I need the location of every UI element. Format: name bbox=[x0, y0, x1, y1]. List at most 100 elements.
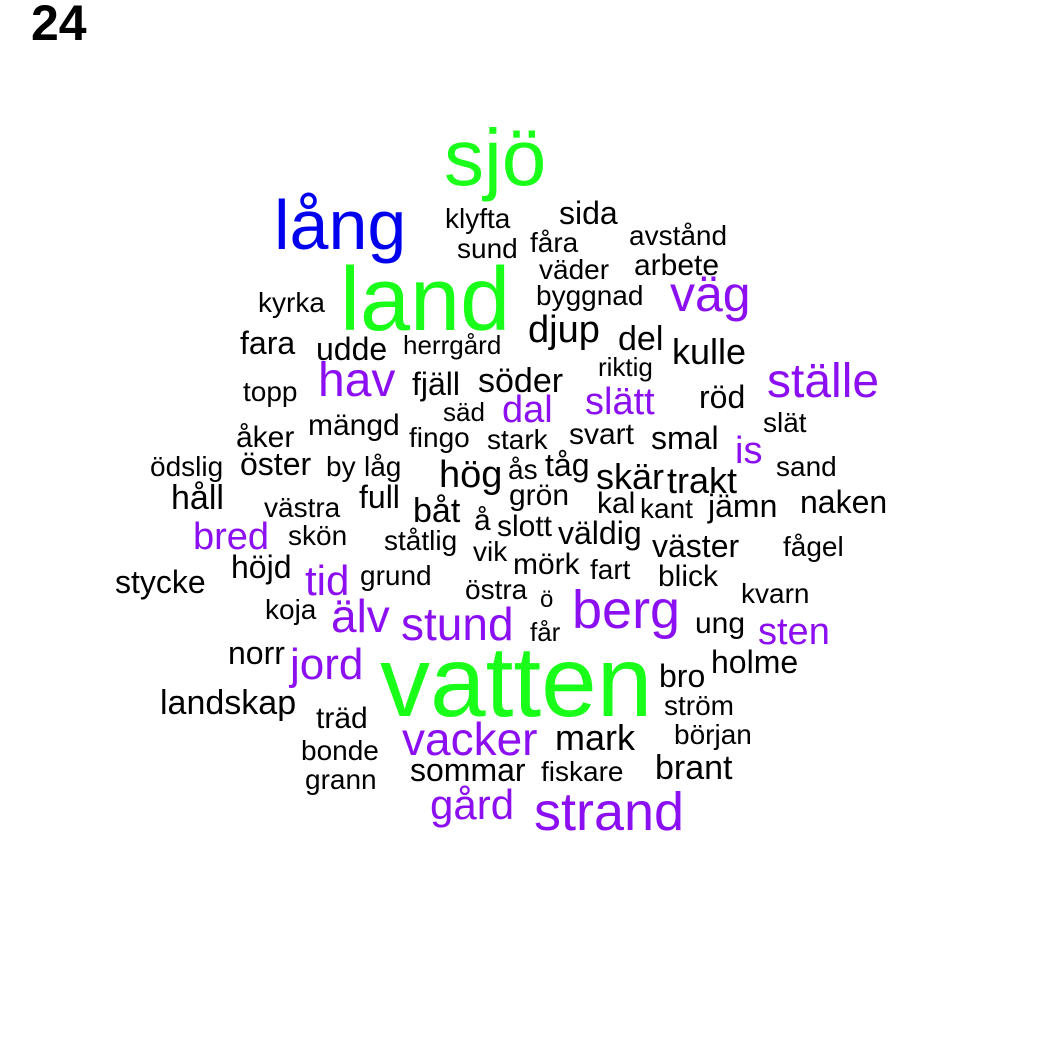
word-riktig: riktig bbox=[598, 352, 653, 382]
word-mangd: mängd bbox=[308, 409, 400, 442]
word-is: is bbox=[735, 430, 763, 472]
word-strand: strand bbox=[534, 782, 685, 842]
word-kvarn: kvarn bbox=[741, 578, 810, 609]
word-hojd: höjd bbox=[231, 549, 292, 585]
word-as: ås bbox=[508, 454, 538, 485]
word-fjall: fjäll bbox=[412, 366, 461, 402]
word-hav: hav bbox=[318, 354, 396, 407]
word-avstand: avstånd bbox=[629, 220, 728, 251]
word-vatten: vatten bbox=[380, 626, 653, 738]
word-fagel: fågel bbox=[783, 531, 844, 562]
word-kant: kant bbox=[640, 493, 693, 524]
word-by: by bbox=[326, 451, 356, 482]
word-udde: udde bbox=[316, 331, 388, 367]
word-norr: norr bbox=[228, 635, 285, 671]
word-dal: dal bbox=[502, 389, 553, 431]
word-landskap: landskap bbox=[160, 684, 297, 722]
word-djup: djup bbox=[528, 309, 600, 351]
word-berg: berg bbox=[572, 580, 681, 640]
word-soder: söder bbox=[478, 362, 564, 400]
word-slatt: slätt bbox=[585, 381, 655, 423]
word-ung: ung bbox=[695, 607, 746, 640]
word-sten: sten bbox=[758, 611, 830, 653]
word-bat: båt bbox=[413, 492, 461, 530]
word-vacker: vacker bbox=[402, 713, 538, 765]
word-vik: vik bbox=[473, 536, 508, 567]
word-gron: grön bbox=[509, 479, 570, 512]
word-vastra: västra bbox=[264, 492, 341, 523]
word-fart: fart bbox=[590, 554, 631, 585]
word-a: å bbox=[474, 504, 491, 537]
word-rod: röd bbox=[699, 379, 746, 415]
word-stycke: stycke bbox=[115, 564, 206, 600]
word-tid: tid bbox=[305, 557, 350, 604]
word-kulle: kulle bbox=[672, 331, 747, 372]
figure-number: 24 bbox=[31, 0, 87, 51]
word-svart: svart bbox=[569, 418, 635, 451]
word-jamn: jämn bbox=[708, 488, 778, 524]
word-sund: sund bbox=[457, 233, 518, 264]
word-aker: åker bbox=[236, 421, 295, 454]
word-gard: gård bbox=[430, 781, 515, 828]
word-sida: sida bbox=[559, 195, 618, 231]
word-bred: bred bbox=[193, 516, 270, 558]
word-borjan: början bbox=[674, 719, 752, 750]
word-slott: slott bbox=[497, 510, 553, 543]
word-bonde: bonde bbox=[301, 735, 379, 766]
word-trad: träd bbox=[316, 702, 368, 735]
word-alv: älv bbox=[331, 590, 390, 642]
word-sjo: sjö bbox=[444, 113, 547, 202]
word-bro: bro bbox=[659, 658, 706, 694]
word-slat: slät bbox=[763, 407, 807, 438]
word-koja: koja bbox=[265, 594, 317, 625]
word-o: ö bbox=[540, 586, 554, 613]
word-mork: mörk bbox=[513, 548, 580, 581]
word-sand: sand bbox=[776, 451, 837, 482]
word-vag: väg bbox=[670, 266, 751, 322]
word-skon: skön bbox=[288, 520, 348, 551]
word-fiskare: fiskare bbox=[541, 756, 624, 787]
word-topp: topp bbox=[243, 376, 298, 407]
word-kal: kal bbox=[597, 487, 636, 520]
word-fara-furrow: fåra bbox=[530, 227, 579, 258]
word-sommar: sommar bbox=[410, 752, 526, 788]
word-fingo: fingo bbox=[409, 422, 470, 453]
word-stark: stark bbox=[487, 424, 548, 455]
word-valdig: väldig bbox=[558, 515, 642, 551]
word-strom: ström bbox=[664, 690, 734, 721]
word-blick: blick bbox=[658, 560, 719, 593]
word-arbete: arbete bbox=[634, 249, 720, 282]
word-grann: grann bbox=[305, 764, 377, 795]
word-mark: mark bbox=[555, 717, 635, 758]
word-kyrka: kyrka bbox=[258, 287, 325, 318]
word-far: får bbox=[530, 617, 561, 647]
word-herrgard: herrgård bbox=[403, 330, 502, 360]
word-trakt: trakt bbox=[667, 460, 738, 501]
word-land: land bbox=[340, 250, 511, 350]
word-hall: håll bbox=[171, 479, 224, 517]
word-ostra: östra bbox=[465, 574, 528, 605]
word-odslig: ödslig bbox=[150, 451, 224, 482]
word-smal: smal bbox=[651, 420, 719, 456]
word-full: full bbox=[359, 479, 400, 515]
word-jord: jord bbox=[290, 640, 364, 689]
word-naken: naken bbox=[800, 484, 888, 520]
word-hog: hög bbox=[439, 454, 503, 496]
word-lang: lång bbox=[274, 186, 407, 264]
word-del: del bbox=[618, 320, 664, 358]
word-vader: väder bbox=[539, 254, 610, 285]
word-sad: säd bbox=[443, 397, 485, 427]
word-holme: holme bbox=[711, 644, 799, 680]
word-stund: stund bbox=[401, 598, 514, 650]
word-grund: grund bbox=[360, 560, 432, 591]
word-skar: skär bbox=[596, 456, 665, 497]
word-lag: låg bbox=[364, 451, 402, 482]
word-brant: brant bbox=[655, 749, 733, 787]
word-statlig: ståtlig bbox=[384, 525, 458, 556]
word-vaster: väster bbox=[652, 528, 740, 564]
word-stalle: ställe bbox=[767, 355, 880, 408]
word-oster: öster bbox=[240, 446, 312, 482]
word-klyfta: klyfta bbox=[445, 203, 511, 234]
word-tag: tåg bbox=[545, 447, 590, 483]
